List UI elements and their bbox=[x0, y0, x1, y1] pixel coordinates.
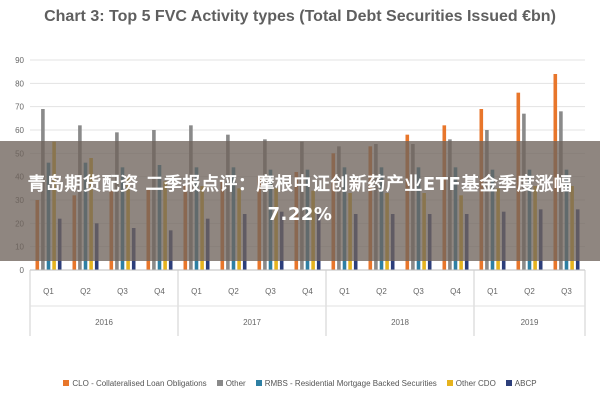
legend-label: ABCP bbox=[514, 378, 537, 388]
x-tick-label: Q2 bbox=[228, 287, 239, 296]
x-tick-label: Q3 bbox=[117, 287, 128, 296]
x-tick-label: Q1 bbox=[487, 287, 498, 296]
legend-swatch bbox=[255, 380, 262, 386]
x-tick-label: Q2 bbox=[376, 287, 387, 296]
legend-swatch bbox=[216, 380, 223, 386]
legend-swatch bbox=[446, 380, 453, 386]
legend-label: CLO - Collateralised Loan Obligations bbox=[72, 378, 207, 388]
x-tick-label: Q3 bbox=[265, 287, 276, 296]
legend-item: CLO - Collateralised Loan Obligations bbox=[63, 376, 207, 390]
y-tick-label: 70 bbox=[15, 103, 24, 112]
x-tick-label: Q3 bbox=[413, 287, 424, 296]
y-tick-label: 80 bbox=[15, 79, 24, 88]
year-label: 2018 bbox=[391, 318, 409, 327]
x-tick-label: Q4 bbox=[154, 287, 165, 296]
year-label: 2016 bbox=[95, 318, 113, 327]
year-label: 2019 bbox=[521, 318, 539, 327]
legend-item: Other CDO bbox=[446, 376, 496, 390]
y-tick-label: 0 bbox=[20, 266, 25, 275]
x-tick-label: Q4 bbox=[302, 287, 313, 296]
x-tick-label: Q3 bbox=[561, 287, 572, 296]
y-tick-label: 90 bbox=[15, 56, 24, 65]
y-tick-label: 60 bbox=[15, 126, 24, 135]
legend-item: RMBS - Residential Mortgage Backed Secur… bbox=[255, 376, 437, 390]
banner-headline: 青岛期货配资 二季报点评：摩根中证创新药产业ETF基金季度涨幅7.22% bbox=[27, 174, 573, 225]
legend-label: RMBS - Residential Mortgage Backed Secur… bbox=[264, 378, 437, 388]
x-tick-label: Q4 bbox=[450, 287, 461, 296]
legend-item: ABCP bbox=[505, 376, 537, 390]
legend-label: Other CDO bbox=[455, 378, 496, 388]
x-tick-label: Q1 bbox=[43, 287, 54, 296]
overlay-banner bbox=[0, 141, 600, 261]
chart-title: Chart 3: Top 5 FVC Activity types (Total… bbox=[44, 8, 556, 25]
legend-swatch bbox=[63, 380, 70, 386]
year-label: 2017 bbox=[243, 318, 261, 327]
legend-item: Other bbox=[216, 376, 246, 390]
chart-legend: CLO - Collateralised Loan Obligations Oth… bbox=[0, 376, 600, 390]
legend-swatch bbox=[505, 380, 512, 386]
legend-label: Other bbox=[225, 378, 246, 388]
x-tick-label: Q2 bbox=[80, 287, 91, 296]
x-tick-label: Q1 bbox=[339, 287, 350, 296]
x-tick-label: Q2 bbox=[524, 287, 535, 296]
x-tick-label: Q1 bbox=[191, 287, 202, 296]
